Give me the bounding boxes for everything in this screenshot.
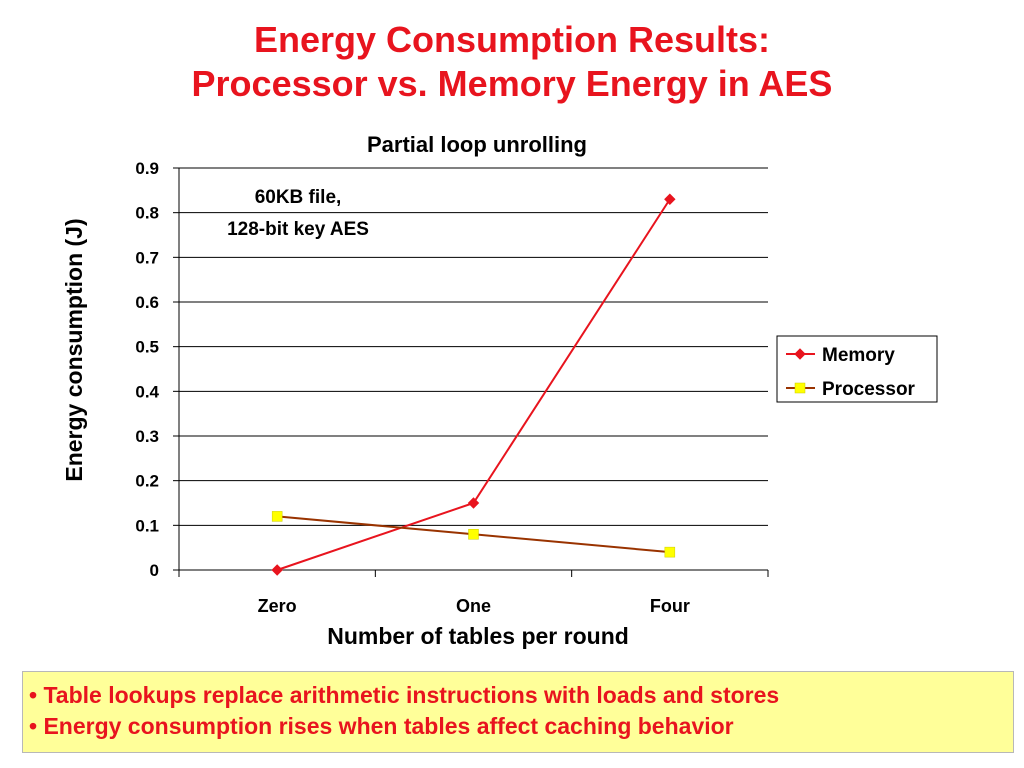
y-tick-label: 0.7: [135, 248, 159, 267]
chart-annotation-line-1: 60KB file,: [255, 187, 342, 208]
y-tick-label: 0.3: [135, 427, 159, 446]
bullet-2: • Energy consumption rises when tables a…: [29, 713, 734, 739]
energy-line-chart: 0 0.1 0.2 0.3 0.4 0.5 0.6 0.7 0.8 0.9 Zero One Four…: [61, 132, 938, 649]
y-tick-label: 0.6: [135, 293, 159, 312]
data-series: [271, 193, 676, 576]
slide-title-line-1: Energy Consumption Results:: [253, 19, 771, 60]
legend-entries: Memory Processor: [786, 345, 916, 400]
memory-series-line: [276, 198, 671, 571]
x-tick-label: Four: [650, 596, 690, 616]
processor-point-one: [468, 529, 479, 540]
processor-point-four: [664, 546, 676, 558]
legend-memory-marker: [794, 348, 806, 360]
y-tick-label: 0.2: [135, 472, 159, 491]
y-tick-label: 0.1: [135, 516, 159, 535]
bullet-box: • Table lookups replace arithmetic instr…: [22, 671, 1014, 753]
y-tick-label: 0.4: [135, 382, 159, 401]
legend-memory-label: Memory: [822, 345, 895, 366]
chart-annotation-line-2: 128-bit key AES: [227, 219, 369, 240]
y-tick-label: 0: [150, 561, 159, 580]
x-tick-label: One: [456, 596, 491, 616]
x-axis-ticks: Zero One Four: [178, 570, 769, 616]
processor-point-zero: [271, 511, 283, 522]
y-axis-ticks: 0 0.1 0.2 0.3 0.4 0.5 0.6 0.7 0.8 0.9: [135, 159, 179, 580]
chart-legend: Memory Processor: [776, 335, 938, 403]
y-tick-label: 0.8: [135, 204, 159, 223]
chart-title: Partial loop unrolling: [367, 132, 587, 157]
legend-processor-label: Processor: [822, 379, 916, 400]
bullet-1: • Table lookups replace arithmetic instr…: [29, 682, 780, 708]
legend-processor-marker: [794, 382, 806, 394]
y-tick-label: 0.5: [135, 338, 159, 357]
y-tick-label: 0.9: [135, 159, 159, 178]
y-axis-label: Energy consumption (J): [61, 218, 87, 481]
memory-point-zero: [271, 564, 283, 576]
memory-point-four: [664, 193, 676, 205]
x-tick-label: Zero: [258, 596, 297, 616]
memory-point-one: [467, 497, 480, 509]
slide-title: Energy Consumption Results: Processor vs…: [0, 18, 1024, 106]
slide-title-line-2: Processor vs. Memory Energy in AES: [191, 63, 833, 104]
gridlines: [179, 167, 768, 526]
x-axis-label: Number of tables per round: [327, 623, 629, 649]
